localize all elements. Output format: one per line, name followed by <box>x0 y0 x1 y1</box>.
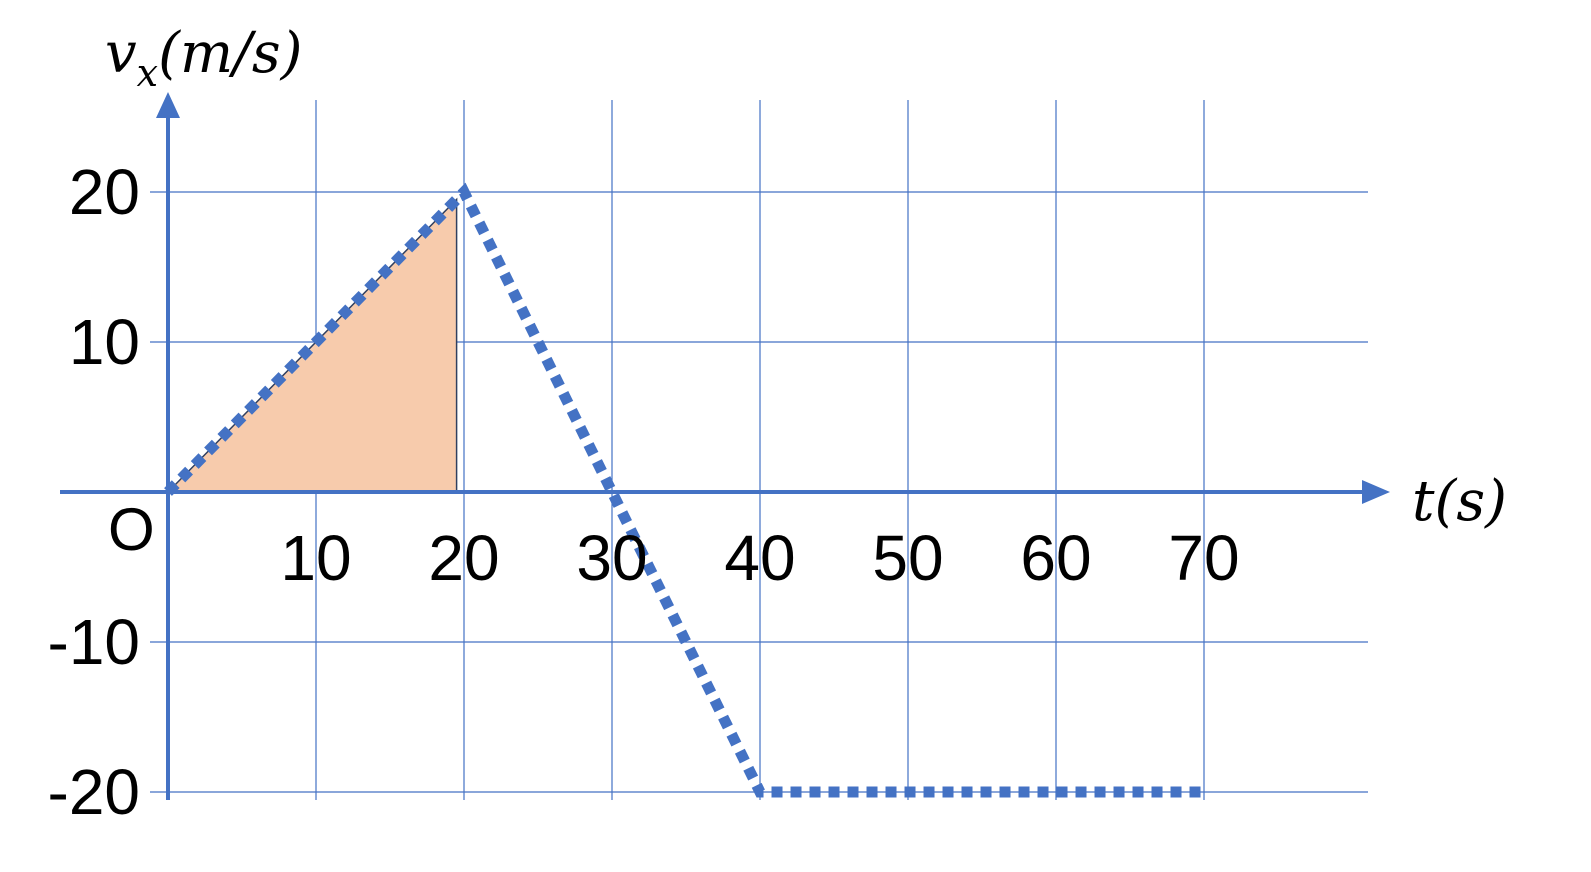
y-tick-label-20: 20 <box>69 156 140 228</box>
x-tick-label-10: 10 <box>280 522 351 594</box>
series-line-0 <box>164 182 1204 798</box>
y-axis-var: v <box>105 21 137 86</box>
y-axis-sub: x <box>137 51 158 95</box>
y-axis-open-paren: ( <box>158 21 181 86</box>
y-axis-unit: m/s <box>180 21 281 86</box>
x-tick-label-40: 40 <box>724 522 795 594</box>
y-tick-label--10: -10 <box>48 606 141 678</box>
x-axis-close-paren: ) <box>1484 469 1507 534</box>
x-axis-arrow <box>1362 480 1390 504</box>
y-axis-arrow <box>156 92 180 118</box>
y-tick-label--20: -20 <box>48 756 141 828</box>
x-axis-var: t <box>1412 469 1435 534</box>
tick-labels: 10 20 30 40 50 60 70 20 10 -10 -20 <box>48 156 1240 828</box>
series-layer <box>164 182 1205 798</box>
x-axis-label: t(s) <box>1412 469 1507 534</box>
y-axis-close-paren: ) <box>280 21 303 86</box>
y-axis-label: vx(m/s) <box>105 21 303 95</box>
x-tick-label-30: 30 <box>576 522 647 594</box>
x-tick-label-60: 60 <box>1020 522 1091 594</box>
x-axis-unit: s <box>1456 469 1485 534</box>
y-tick-label-10: 10 <box>69 306 140 378</box>
axes <box>60 92 1390 800</box>
x-tick-label-20: 20 <box>428 522 499 594</box>
x-axis-open-paren: ( <box>1435 469 1458 534</box>
x-tick-label-70: 70 <box>1168 522 1239 594</box>
x-tick-label-50: 50 <box>872 522 943 594</box>
origin-label: O <box>108 496 155 563</box>
axis-titles: O vx(m/s) t(s) <box>105 21 1507 563</box>
